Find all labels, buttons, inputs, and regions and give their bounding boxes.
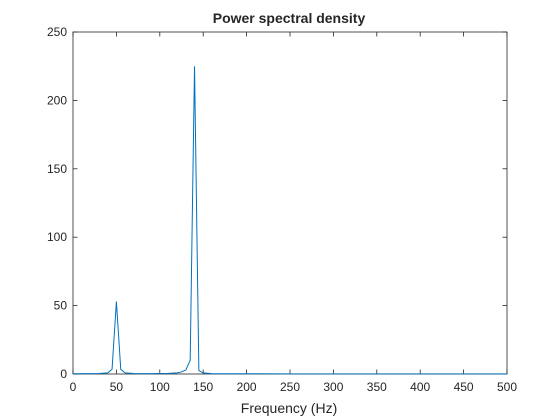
x-tick-label: 400 (410, 380, 430, 394)
x-tick-label: 350 (367, 380, 387, 394)
y-tick-label: 100 (47, 230, 67, 244)
x-tick-label: 0 (70, 380, 77, 394)
y-tick-label: 50 (54, 299, 68, 313)
y-axis-tick-labels: 0 50 100 150 200 250 (47, 25, 67, 381)
psd-series-line (72, 66, 507, 375)
y-tick-label: 200 (47, 93, 67, 107)
x-tick-label: 500 (497, 380, 517, 394)
y-tick-label: 150 (47, 162, 67, 176)
x-axis-label: Frequency (Hz) (241, 400, 337, 416)
x-tick-label: 50 (110, 380, 124, 394)
chart-title: Power spectral density (213, 10, 366, 26)
y-tick-label: 0 (60, 367, 67, 381)
x-tick-label: 200 (237, 380, 257, 394)
plot-area (72, 31, 508, 375)
x-tick-label: 450 (454, 380, 474, 394)
axes-box (72, 31, 508, 375)
x-axis-tick-labels: 0 50 100 150 200 250 300 350 400 450 500 (70, 380, 518, 394)
x-tick-label: 150 (193, 380, 213, 394)
x-tick-label: 250 (280, 380, 300, 394)
x-axis-ticks (72, 32, 508, 374)
y-tick-label: 250 (47, 25, 67, 39)
x-tick-label: 300 (323, 380, 343, 394)
x-tick-label: 100 (150, 380, 170, 394)
